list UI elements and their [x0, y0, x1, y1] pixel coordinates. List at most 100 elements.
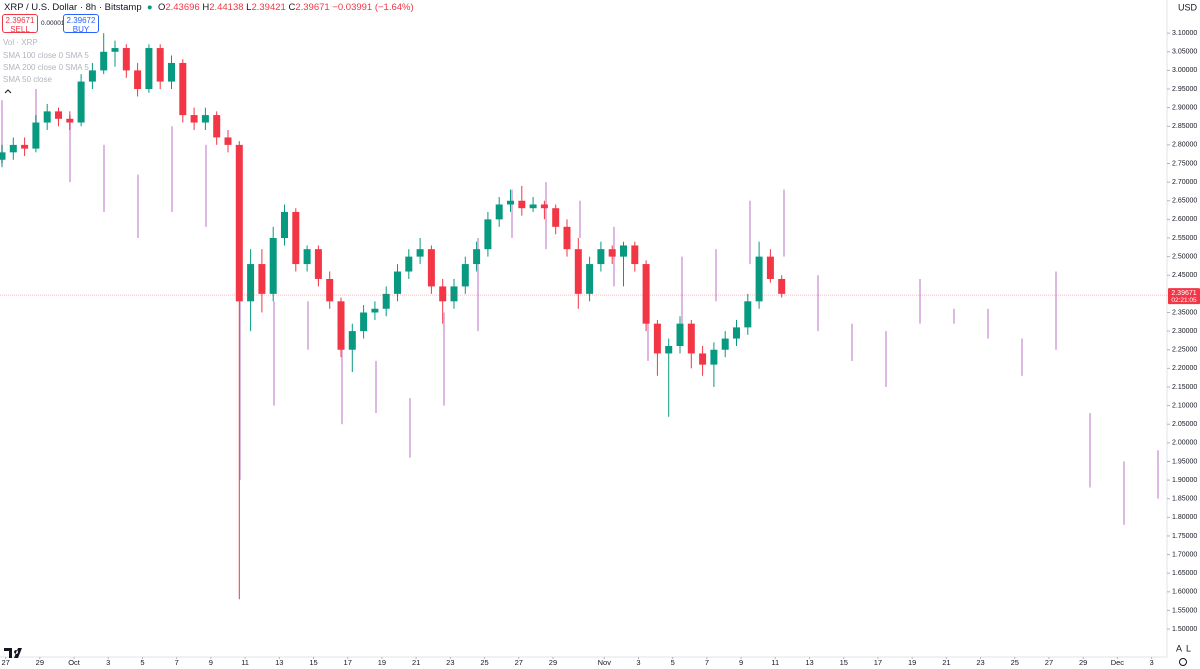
candle-body [484, 219, 492, 250]
x-tick-label: 27 [1, 658, 9, 667]
log-scale[interactable]: L [1186, 643, 1191, 653]
projection-bar [919, 278, 921, 324]
candle-body [32, 122, 40, 149]
value: 2.44138 [209, 2, 244, 13]
projection-bar [171, 126, 173, 212]
x-tick-label: 29 [549, 658, 557, 667]
y-tick-label: 2.95000 [1172, 86, 1197, 93]
projection-bar [307, 301, 309, 350]
candle-body [778, 278, 786, 294]
candle-body [563, 226, 571, 250]
label: C [288, 2, 296, 13]
x-tick-label: 3 [106, 658, 110, 667]
candle-body [710, 349, 718, 365]
candle-body [676, 323, 684, 347]
candle-body [326, 278, 334, 302]
candle-body [620, 245, 627, 257]
candle-body [766, 256, 774, 279]
candle-body [642, 264, 650, 324]
projection-bar [273, 301, 275, 406]
projection-bar [1, 100, 3, 164]
x-tick-label: Oct [68, 658, 81, 667]
symbol[interactable]: XRP / U.S. Dollar · 8h · Bitstamp [4, 2, 142, 13]
candle-body [653, 323, 661, 354]
y-tick-label: 2.65000 [1172, 198, 1197, 205]
countdown: 02:21:05 [1171, 297, 1197, 304]
indicator[interactable]: SMA 200 close 0 SMA 5 [3, 63, 89, 72]
currency[interactable]: USD [1178, 2, 1198, 12]
indicator[interactable]: SMA 100 close 0 SMA 5 [3, 51, 89, 60]
y-tick-label: 1.90000 [1172, 477, 1197, 484]
x-tick-label: 15 [840, 658, 848, 667]
collapse-icon[interactable] [4, 89, 12, 94]
projection-bar [375, 360, 377, 414]
candle-body [439, 286, 447, 302]
candle-body [201, 115, 209, 123]
x-tick-label: 5 [140, 658, 144, 667]
value: 2.43696 [165, 2, 200, 13]
change: −0.03991 (−1.64%) [332, 2, 414, 13]
x-tick-label: 9 [209, 658, 213, 667]
x-tick-label: 13 [805, 658, 813, 667]
label: SELL [10, 25, 30, 34]
y-tick-label: 1.55000 [1172, 607, 1197, 614]
label: O [157, 2, 166, 13]
y-tick-label: 2.05000 [1172, 421, 1197, 428]
candle-body [168, 62, 175, 82]
candle-body [258, 264, 266, 294]
y-tick-label: 2.70000 [1172, 179, 1197, 186]
y-tick-label: 2.90000 [1172, 104, 1197, 111]
price: 2.39671 [5, 16, 35, 25]
projection-bar [511, 189, 513, 238]
candle-body [122, 48, 130, 71]
candle-body [360, 312, 368, 332]
x-tick-label: 23 [976, 658, 984, 667]
y-tick-label: 1.70000 [1172, 551, 1197, 558]
candle-body [631, 245, 639, 265]
candle-body [416, 249, 424, 257]
y-tick-label: 3.10000 [1172, 30, 1197, 37]
candle-body [235, 144, 243, 302]
candle-body [55, 111, 62, 119]
x-tick-label: 19 [908, 658, 916, 667]
projection-bar [137, 174, 139, 238]
candle-body [608, 249, 616, 257]
indicator[interactable]: Vol · XRP [3, 38, 38, 47]
x-tick-label: 17 [344, 658, 352, 667]
candle-body [574, 249, 582, 294]
x-tick-label: 29 [1079, 658, 1087, 667]
settings-icon[interactable] [1179, 658, 1187, 666]
candle-body [111, 48, 119, 52]
y-tick-label: 3.00000 [1172, 67, 1197, 74]
x-tick-label: Nov [598, 658, 612, 667]
candle-body [699, 353, 707, 365]
projection-bar [715, 249, 717, 302]
candle-body [179, 62, 187, 116]
projection-bar [205, 144, 207, 227]
candle-body [43, 111, 51, 123]
last-price-box [1168, 288, 1200, 305]
x-tick-label: 13 [275, 658, 283, 667]
label: H [202, 2, 210, 13]
x-tick-label: 27 [515, 658, 523, 667]
candle-body [586, 264, 594, 294]
x-tick-label: 25 [1011, 658, 1019, 667]
candle-body [21, 144, 29, 149]
last-price-label: 2.39671 [1171, 290, 1196, 297]
x-tick-label: 27 [1045, 658, 1053, 667]
candle-body [190, 115, 198, 123]
y-tick-label: 2.60000 [1172, 216, 1197, 223]
candle-body [303, 249, 311, 265]
indicator[interactable]: SMA 50 close [3, 75, 52, 84]
candle-body [744, 301, 752, 328]
y-tick-label: 2.55000 [1172, 235, 1197, 242]
projection-bar [953, 308, 955, 324]
projection-bar [69, 115, 71, 183]
sell-button[interactable]: 2.39671 SELL [2, 14, 38, 34]
y-tick-label: 2.50000 [1172, 253, 1197, 260]
buy-button[interactable]: 2.39672 BUY [63, 14, 99, 34]
value: 2.39421 [251, 2, 286, 13]
candle-body [156, 48, 164, 82]
y-tick-label: 2.30000 [1172, 328, 1197, 335]
auto-scale[interactable]: A [1176, 643, 1182, 653]
